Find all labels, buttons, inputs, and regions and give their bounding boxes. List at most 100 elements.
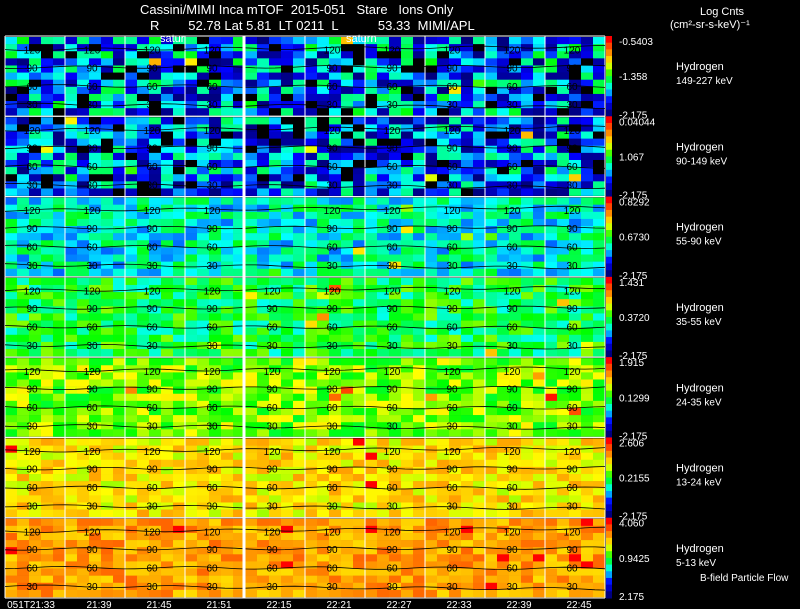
heatmap-cell [41,481,54,489]
heatmap-cell [389,86,402,95]
heatmap-cell [101,575,114,584]
heatmap-cell [53,37,66,45]
heatmap-cell [317,93,330,102]
heatmap-cell [281,211,294,220]
heatmap-cell [341,197,354,205]
heatmap-cell [197,407,210,416]
heatmap-cell [149,400,162,409]
heatmap-cell [233,313,246,321]
heatmap-cell [317,174,330,182]
heatmap-cell [209,167,222,175]
heatmap-cell [5,334,18,343]
heatmap-cell [125,51,138,59]
heatmap-cell [305,306,318,314]
heatmap-cell [269,145,282,154]
heatmap-cell [473,79,486,88]
heatmap-cell [17,495,30,503]
heatmap-cell [5,51,18,59]
heatmap-cell [413,277,426,286]
heatmap-cell [149,226,162,234]
heatmap-cell [341,509,354,518]
heatmap-cell [65,452,78,461]
heatmap-cell [29,393,42,402]
heatmap-cell [269,37,282,45]
heatmap-cell [113,117,126,125]
heatmap-cell [377,204,390,213]
heatmap-cell [89,277,102,286]
heatmap-cell [89,547,102,555]
heatmap-cell [125,488,138,496]
heatmap-cell [173,445,186,453]
heatmap-cell [329,438,342,446]
heatmap-cell [149,474,162,482]
heatmap-cell [29,474,42,482]
heatmap-cell [521,211,534,220]
heatmap-cell [533,240,546,248]
heatmap-cell [17,72,30,80]
heatmap-cell [101,341,114,350]
heatmap-cell [197,386,210,395]
heatmap-cell [377,138,390,147]
heatmap-cell [545,93,558,102]
heatmap-cell [317,365,330,373]
pitch-angle-label: 120 [444,287,461,298]
heatmap-cell [593,582,606,591]
colorbar-segment [606,383,612,392]
heatmap-cell [485,37,498,45]
heatmap-cell [533,438,546,446]
heatmap-cell [521,306,534,314]
heatmap-cell [329,320,342,328]
heatmap-cell [341,327,354,336]
heatmap-cell [245,124,258,132]
heatmap-cell [161,108,174,116]
heatmap-cell [125,181,138,189]
heatmap-cell [149,509,162,518]
heatmap-cell [185,93,198,102]
heatmap-cell [593,117,606,125]
heatmap-cell [377,101,390,109]
heatmap-cell [77,407,90,416]
heatmap-cell [365,188,378,196]
heatmap-cell [449,79,462,88]
heatmap-cell [233,152,246,161]
heatmap-cell [233,167,246,175]
pitch-angle-contour [4,466,606,471]
heatmap-cell [53,438,66,446]
heatmap-cell [5,145,18,154]
heatmap-cell [29,320,42,328]
heatmap-cell [65,554,78,562]
heatmap-cell [209,37,222,45]
heatmap-cell [113,474,126,482]
heatmap-cell [221,233,234,241]
heatmap-cell [17,365,30,373]
heatmap-cell [149,174,162,182]
heatmap-cell [581,327,594,336]
heatmap-cell [17,292,30,300]
heatmap-cell [449,495,462,503]
heatmap-cell [353,261,366,270]
heatmap-cell [41,400,54,409]
heatmap-cell [53,365,66,373]
heatmap-cell [473,124,486,132]
heatmap-cell [509,561,522,569]
pitch-angle-label: 30 [386,582,398,593]
heatmap-cell [245,254,258,262]
heatmap-cell [449,167,462,175]
heatmap-cell [281,261,294,270]
heatmap-cell [5,233,18,241]
heatmap-cell [581,320,594,328]
heatmap-cell [509,386,522,395]
heatmap-cell [53,197,66,205]
heatmap-cell [341,284,354,293]
time-tick-label: 22:27 [386,600,411,609]
heatmap-cell [377,277,390,286]
heatmap-cell [161,138,174,147]
heatmap-cell [341,124,354,132]
heatmap-cell [65,445,78,453]
pitch-angle-label: 120 [144,46,161,57]
heatmap-cell [29,247,42,255]
heatmap-cell [557,292,570,300]
heatmap-cell [545,299,558,307]
heatmap-cell [329,341,342,350]
heatmap-cell [41,341,54,350]
